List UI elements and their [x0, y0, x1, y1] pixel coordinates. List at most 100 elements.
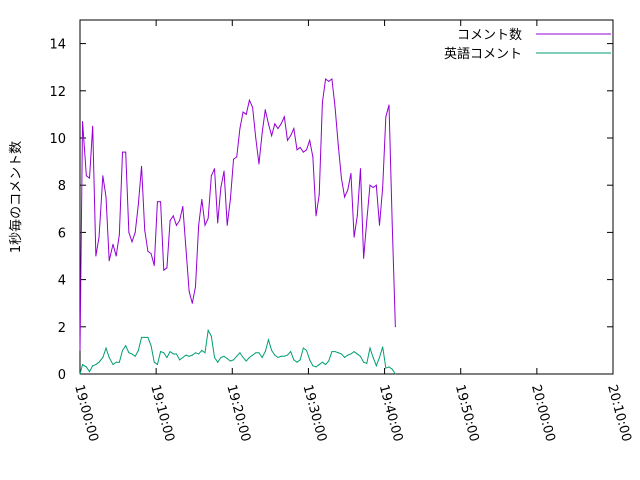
data-point-1-15: [128, 352, 130, 354]
data-point-0-51: [242, 111, 244, 113]
y-tick-label: 12: [49, 85, 66, 100]
data-point-1-54: [252, 354, 254, 356]
data-point-1-43: [217, 361, 219, 363]
data-point-1-65: [286, 354, 288, 356]
data-point-0-12: [118, 234, 120, 236]
data-point-1-78: [328, 360, 330, 362]
data-point-0-29: [172, 215, 174, 217]
data-point-0-31: [179, 220, 181, 222]
data-point-0-78: [328, 80, 330, 82]
data-point-0-20: [144, 229, 146, 231]
data-point-1-75: [318, 364, 320, 366]
x-tick-label: 20:10:00: [604, 383, 634, 443]
data-point-0-8: [105, 196, 107, 198]
data-point-1-2: [85, 366, 87, 368]
y-tick-label: 8: [58, 179, 66, 194]
data-point-0-99: [394, 326, 396, 328]
data-point-0-61: [274, 123, 276, 125]
x-tick-label: 19:00:00: [71, 383, 101, 443]
data-point-0-13: [122, 151, 124, 153]
data-point-1-18: [137, 349, 139, 351]
data-point-0-7: [102, 175, 104, 177]
data-point-0-11: [115, 255, 117, 257]
data-point-0-92: [372, 187, 374, 189]
data-point-0-95: [382, 187, 384, 189]
data-point-1-38: [201, 349, 203, 351]
data-point-0-46: [226, 224, 228, 226]
data-point-0-34: [188, 290, 190, 292]
data-point-0-82: [340, 177, 342, 179]
data-point-1-47: [229, 360, 231, 362]
data-point-1-48: [233, 359, 235, 361]
series-line-1: [79, 328, 396, 375]
data-point-1-19: [141, 336, 143, 338]
data-point-0-74: [315, 215, 317, 217]
data-point-1-5: [95, 364, 97, 366]
data-point-1-89: [363, 361, 365, 363]
data-point-1-45: [223, 355, 225, 357]
data-point-1-36: [194, 352, 196, 354]
data-point-1-76: [321, 361, 323, 363]
data-point-1-13: [122, 349, 124, 351]
data-point-1-20: [144, 336, 146, 338]
data-point-0-49: [236, 156, 238, 158]
data-point-1-58: [264, 351, 266, 353]
data-point-0-38: [201, 198, 203, 200]
data-point-0-97: [388, 104, 390, 106]
data-point-0-77: [325, 78, 327, 80]
data-point-0-19: [141, 165, 143, 167]
data-point-0-32: [182, 205, 184, 207]
data-point-0-59: [267, 123, 269, 125]
data-point-1-60: [271, 349, 273, 351]
data-point-0-23: [153, 264, 155, 266]
data-point-0-0: [79, 349, 81, 351]
data-point-0-72: [309, 139, 311, 141]
x-tick-label: 19:30:00: [300, 383, 330, 443]
data-point-0-60: [271, 135, 273, 137]
data-point-1-34: [188, 355, 190, 357]
data-point-0-17: [134, 231, 136, 233]
data-point-1-96: [385, 367, 387, 369]
data-point-0-14: [125, 151, 127, 153]
data-point-1-59: [267, 339, 269, 341]
data-point-1-49: [236, 355, 238, 357]
data-point-1-52: [245, 360, 247, 362]
data-point-1-16: [131, 353, 133, 355]
legend-label-0: コメント数: [457, 28, 522, 43]
x-tick-label: 19:10:00: [147, 383, 177, 443]
data-point-1-28: [169, 351, 171, 353]
data-point-0-62: [277, 128, 279, 130]
data-point-0-98: [391, 222, 393, 224]
data-point-1-24: [156, 364, 158, 366]
data-point-0-40: [207, 217, 209, 219]
data-point-0-37: [198, 224, 200, 226]
data-point-1-50: [239, 352, 241, 354]
data-point-0-22: [150, 253, 152, 255]
x-tick-label: 19:40:00: [376, 383, 406, 443]
data-point-0-57: [261, 132, 263, 134]
data-point-1-44: [220, 356, 222, 358]
data-point-0-54: [252, 106, 254, 108]
x-tick-label: 20:00:00: [528, 383, 558, 443]
data-point-0-73: [312, 156, 314, 158]
data-point-0-50: [239, 128, 241, 130]
data-point-1-87: [356, 353, 358, 355]
data-point-1-55: [255, 352, 257, 354]
data-point-1-74: [315, 366, 317, 368]
data-point-0-2: [85, 175, 87, 177]
data-point-1-46: [226, 358, 228, 360]
data-point-0-39: [204, 224, 206, 226]
y-tick-label: 10: [49, 132, 66, 147]
data-point-0-52: [245, 113, 247, 115]
data-point-1-3: [89, 371, 91, 373]
data-point-1-98: [391, 368, 393, 370]
data-point-0-93: [375, 184, 377, 186]
data-point-0-10: [112, 243, 114, 245]
data-point-1-84: [347, 354, 349, 356]
data-point-1-94: [379, 356, 380, 358]
data-point-0-80: [334, 106, 336, 108]
data-point-0-65: [286, 139, 288, 141]
data-point-0-91: [369, 184, 371, 186]
data-point-1-97: [388, 366, 390, 368]
